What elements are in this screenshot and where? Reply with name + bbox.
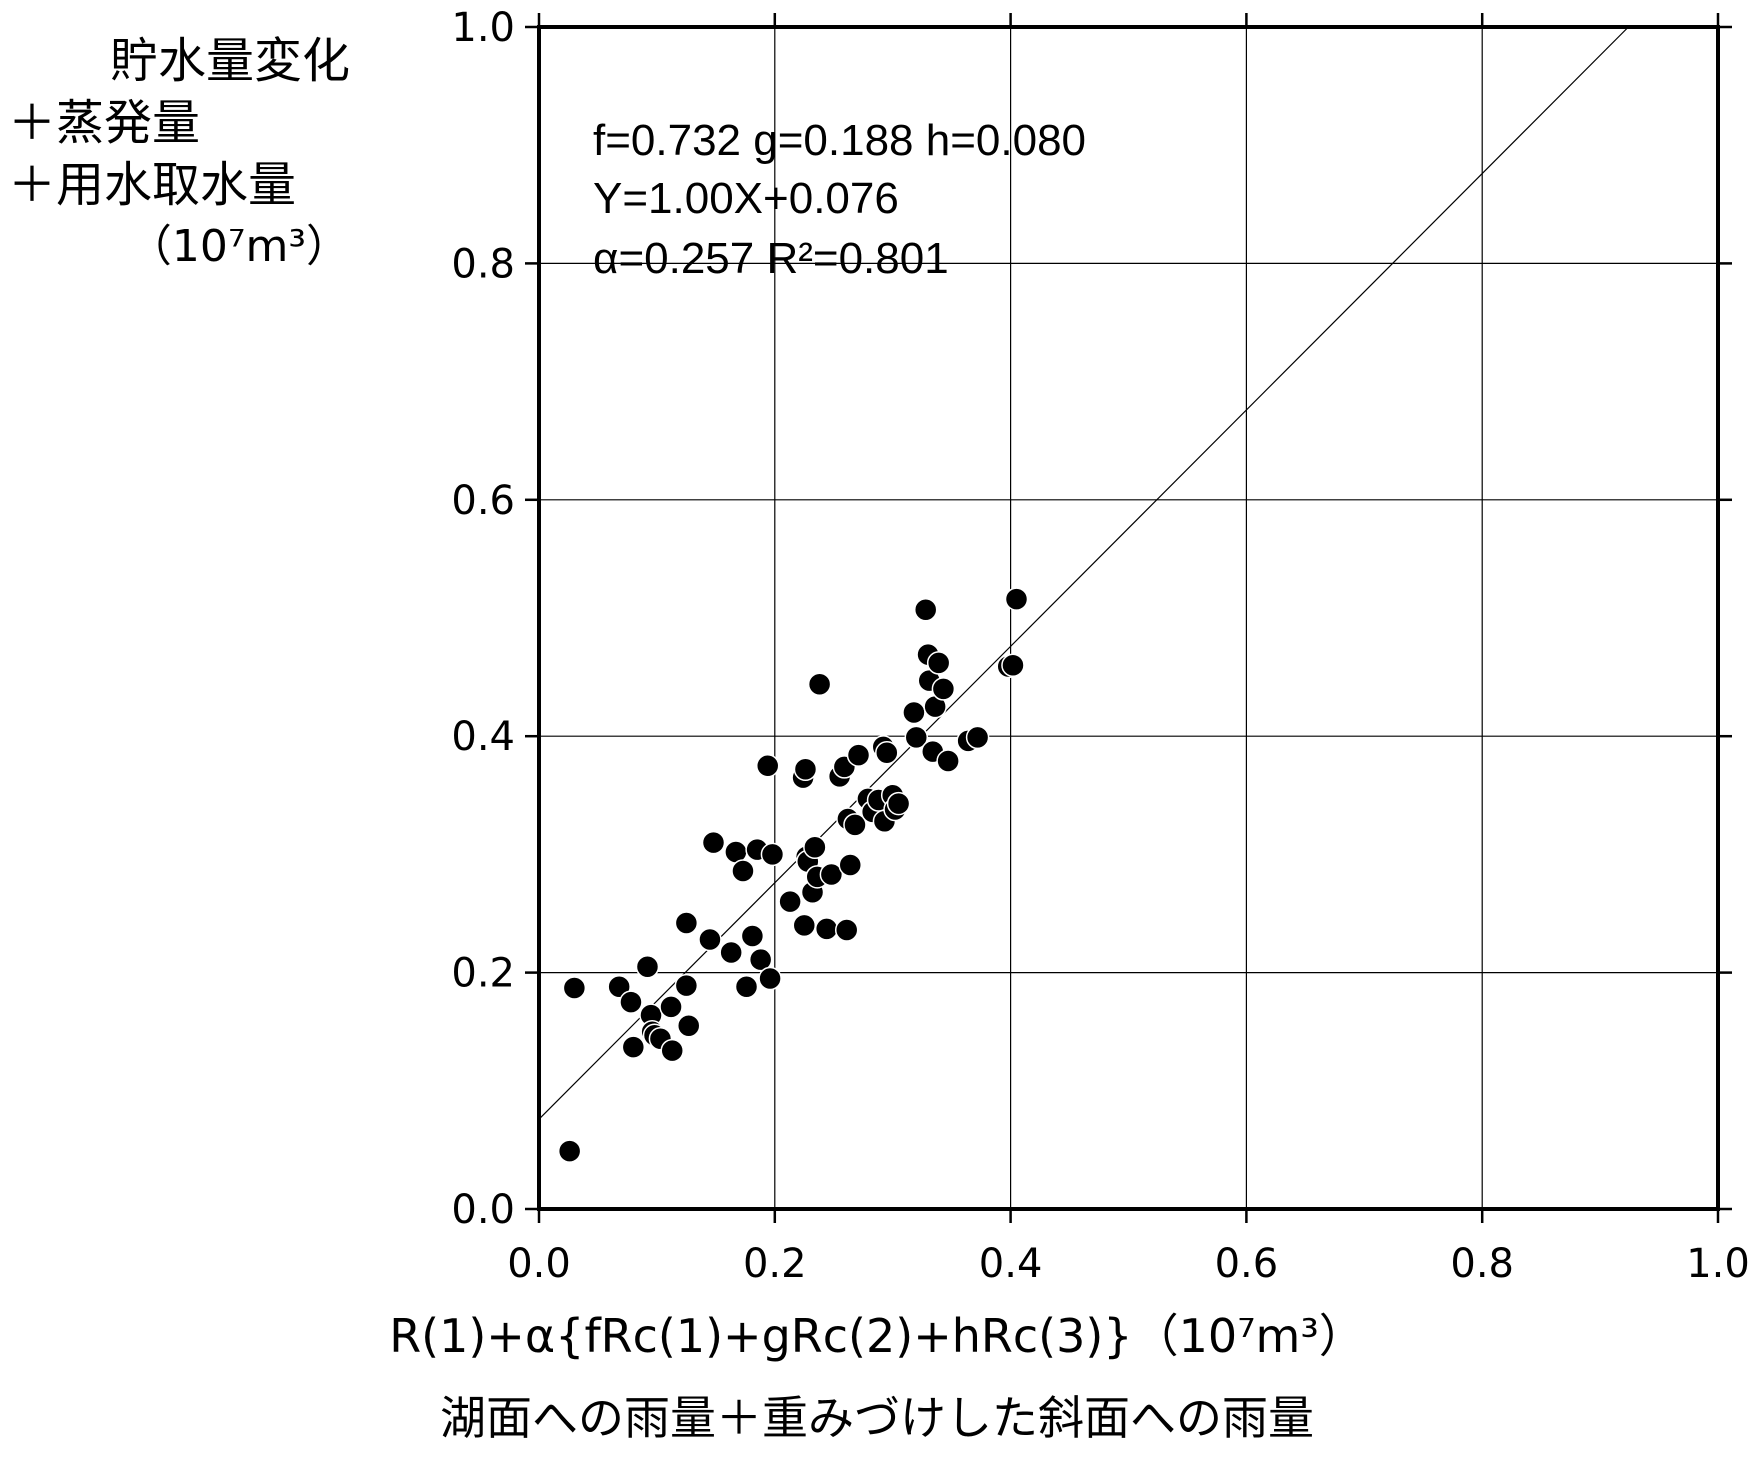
x-axis-label: R(1)+α{fRc(1)+gRc(2)+hRc(3)}（10⁷m³） (389, 1309, 1365, 1363)
y-tick-label: 0.0 (451, 1187, 515, 1233)
y-axis-label-line-3: ＋用水取水量 (8, 157, 297, 213)
data-point (676, 1014, 701, 1038)
data-point (731, 859, 755, 883)
annotation-line: Y=1.00X+0.076 (593, 174, 899, 223)
data-point (701, 830, 726, 855)
data-point (748, 947, 773, 972)
grid-lines (525, 13, 1732, 1223)
data-point (792, 913, 817, 938)
data-point (698, 927, 722, 952)
data-point (734, 975, 759, 999)
x-tick-label: 0.6 (1215, 1241, 1279, 1287)
data-point (619, 990, 643, 1014)
x-tick-label: 0.4 (979, 1241, 1043, 1287)
x-tick-label: 0.8 (1450, 1241, 1514, 1287)
data-point (931, 677, 956, 701)
data-point (834, 918, 859, 942)
data-point (904, 725, 929, 750)
y-tick-label: 0.8 (451, 241, 515, 287)
data-point (755, 754, 780, 778)
data-point (719, 940, 743, 965)
data-point (793, 757, 818, 782)
data-point (1004, 587, 1029, 611)
y-tick-label: 0.4 (451, 714, 515, 760)
data-point (936, 749, 960, 773)
data-point (660, 1038, 684, 1063)
data-point (758, 966, 782, 991)
data-point (1001, 653, 1025, 678)
data-point (621, 1035, 646, 1059)
plot-frame (537, 25, 1720, 1211)
data-point (814, 917, 839, 941)
y-tick-label: 0.2 (451, 951, 515, 997)
y-tick-label: 1.0 (451, 5, 515, 51)
data-point (562, 976, 587, 1000)
data-point (838, 853, 863, 877)
y-tick-label: 0.6 (451, 478, 515, 524)
data-point (740, 924, 765, 948)
data-point (635, 954, 660, 979)
y-axis-label-line-1: 貯水量変化 (109, 33, 350, 89)
y-axis-label-unit: （10⁷m³） (127, 221, 350, 272)
data-point (902, 700, 926, 725)
regression-annotations: f=0.732 g=0.188 h=0.080 Y=1.00X+0.076 α=0.… (593, 116, 1086, 283)
data-points (557, 587, 1029, 1163)
data-point (674, 911, 699, 935)
data-point (807, 672, 832, 696)
x-tick-label: 1.0 (1686, 1241, 1750, 1287)
data-point (819, 862, 844, 887)
data-point (926, 651, 951, 675)
x-tick-labels: 0.0 0.2 0.4 0.6 0.8 1.0 (507, 1241, 1750, 1287)
y-axis-label-line-2: ＋蒸発量 (8, 95, 201, 151)
data-point (674, 973, 699, 998)
data-point (659, 995, 683, 1019)
data-point (843, 813, 867, 837)
y-tick-labels: 0.0 0.2 0.4 0.6 0.8 1.0 (451, 5, 515, 1233)
data-point (557, 1139, 582, 1163)
data-point (886, 791, 911, 816)
data-point (846, 743, 871, 767)
annotation-line: f=0.732 g=0.188 h=0.080 (593, 116, 1086, 165)
x-tick-label: 0.0 (507, 1241, 571, 1287)
data-point (965, 725, 990, 750)
x-axis-label-japanese: 湖面への雨量＋重みづけした斜面への雨量 (440, 1391, 1314, 1445)
y-axis-label: 貯水量変化 ＋蒸発量 ＋用水取水量 （10⁷m³） (0, 30, 350, 278)
data-point (803, 835, 827, 860)
x-tick-label: 0.2 (743, 1241, 807, 1287)
data-point (875, 740, 899, 765)
data-point (778, 889, 802, 914)
data-point (760, 842, 785, 867)
annotation-line: α=0.257 R²=0.801 (593, 234, 949, 283)
data-point (913, 597, 938, 622)
